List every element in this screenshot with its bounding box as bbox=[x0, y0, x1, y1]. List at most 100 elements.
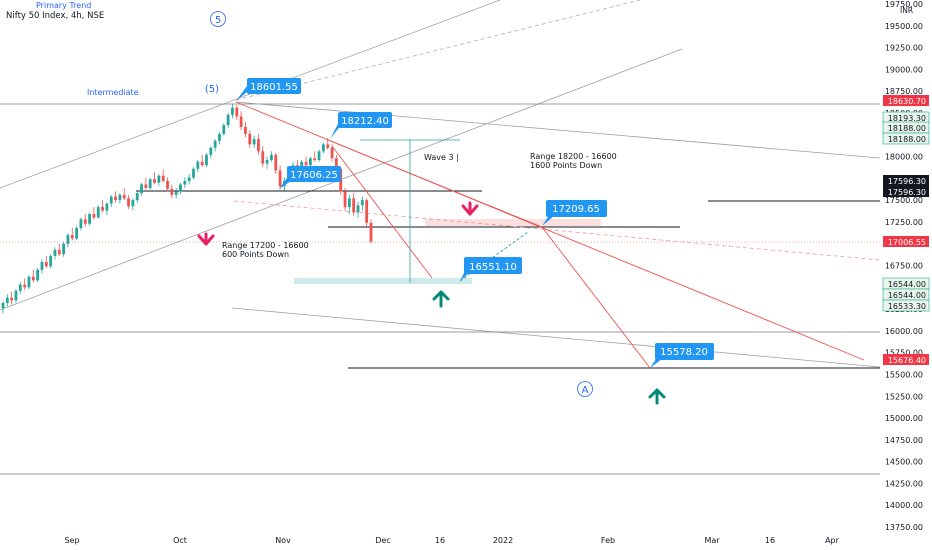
candle-body bbox=[356, 205, 360, 213]
candle-body bbox=[148, 179, 152, 188]
candle-body bbox=[352, 198, 356, 213]
currency-label: INR bbox=[900, 6, 914, 15]
axis-price-label-text: 15676.40 bbox=[888, 356, 926, 365]
svg-text:18212.40: 18212.40 bbox=[341, 116, 389, 127]
candle-body bbox=[40, 262, 44, 270]
axis-price-label-bg bbox=[882, 132, 930, 145]
axis-price-label-text: 18193.30 bbox=[888, 114, 926, 123]
candle-body bbox=[31, 276, 35, 281]
candle-body bbox=[101, 207, 104, 211]
candle-body bbox=[44, 262, 48, 267]
price-tick-label: 18750.00 bbox=[885, 87, 923, 96]
wave5-intermediate-label: (5) bbox=[205, 84, 219, 95]
axis-price-label: 15676.40 bbox=[883, 354, 929, 365]
candle-body bbox=[109, 196, 113, 204]
candle-body bbox=[270, 154, 273, 161]
candle-body bbox=[70, 234, 74, 239]
svg-text:17209.65: 17209.65 bbox=[552, 204, 600, 215]
candle-body bbox=[360, 200, 364, 206]
axis-price-label: 18193.30 bbox=[882, 111, 930, 124]
price-tick-label: 19250.00 bbox=[885, 44, 923, 53]
axis-price-label: 18188.00 bbox=[882, 121, 930, 134]
candle-body bbox=[127, 198, 130, 207]
price-tick-label: 17500.00 bbox=[885, 196, 923, 205]
candle-body bbox=[205, 154, 208, 166]
price-tick-label: 16000.00 bbox=[885, 327, 923, 336]
candle-body bbox=[166, 180, 169, 189]
candle-body bbox=[153, 179, 156, 183]
candle-body bbox=[343, 191, 347, 208]
candle-body bbox=[231, 107, 234, 115]
axis-price-label-text: 17596.30 bbox=[888, 177, 926, 186]
candle-body bbox=[308, 158, 312, 166]
symbol-title[interactable]: Nifty 50 Index, 4h, NSE bbox=[6, 11, 105, 21]
range1-line2: 1600 Points Down bbox=[530, 161, 602, 170]
candle-body bbox=[62, 243, 66, 255]
candle-body bbox=[321, 144, 325, 152]
price-tick-label: 14750.00 bbox=[885, 436, 923, 445]
candle-body bbox=[239, 116, 243, 127]
axis-price-label: 16533.30 bbox=[882, 299, 930, 312]
callout-17606: 17606.25 bbox=[279, 166, 341, 189]
red-arrow-to-16551 bbox=[331, 145, 433, 279]
axis-price-label: 16544.00 bbox=[882, 288, 930, 301]
range2-line1: Range 17200 - 16600 bbox=[222, 241, 309, 250]
price-tick-label: 18000.00 bbox=[885, 153, 923, 162]
time-tick-label: Dec bbox=[375, 536, 390, 545]
wave3-label: Wave 3 | bbox=[424, 153, 459, 162]
candle-body bbox=[88, 214, 91, 224]
time-tick-label: Nov bbox=[275, 536, 291, 545]
axis-price-label: 18188.00 bbox=[882, 132, 930, 145]
candle-body bbox=[1, 302, 5, 309]
candle-body bbox=[118, 194, 122, 201]
axis-price-label: 17596.30 bbox=[883, 175, 929, 186]
axis-price-label-bg bbox=[882, 299, 930, 312]
candle-body bbox=[347, 198, 351, 208]
candle-body bbox=[261, 151, 265, 164]
candle-body bbox=[96, 207, 100, 218]
red-trend-mid-line bbox=[327, 139, 543, 228]
candle-body bbox=[131, 200, 135, 207]
price-tick-label: 17250.00 bbox=[885, 218, 923, 227]
teal-up-arrow-icon bbox=[648, 388, 666, 405]
candle-body bbox=[235, 107, 239, 117]
axis-price-label-bg bbox=[883, 354, 929, 365]
candle-body bbox=[23, 284, 27, 288]
axis-price-label-bg bbox=[883, 175, 929, 186]
primary-trend-label: Primary Trend bbox=[36, 1, 92, 10]
candle-body bbox=[140, 184, 143, 194]
candle-body bbox=[209, 147, 213, 155]
pink-down-arrow-icon bbox=[461, 201, 479, 216]
time-tick-label: Feb bbox=[601, 536, 615, 545]
axis-price-label-bg bbox=[883, 95, 929, 106]
axis-price-label-text: 16544.00 bbox=[888, 280, 926, 289]
candle-body bbox=[265, 160, 269, 164]
candle-body bbox=[222, 125, 226, 134]
price-tick-label: 15750.00 bbox=[885, 349, 923, 358]
waveA-circle bbox=[577, 381, 593, 397]
axis-price-label: 17006.55 bbox=[883, 236, 929, 247]
candle-body bbox=[252, 139, 256, 145]
candle-body bbox=[300, 161, 304, 169]
time-tick-label: 2022 bbox=[493, 536, 513, 545]
time-tick-label: Sep bbox=[64, 536, 79, 545]
axis-price-label-text: 17596.30 bbox=[888, 188, 926, 197]
candle-body bbox=[57, 249, 61, 255]
axis-price-labels: 18630.7018193.3018188.0018188.0017596.30… bbox=[882, 95, 930, 365]
axis-price-label-text: 17006.55 bbox=[888, 238, 926, 247]
candle-body bbox=[218, 133, 221, 141]
axis-price-label: 18630.70 bbox=[883, 95, 929, 106]
axis-price-label-text: 18188.00 bbox=[888, 124, 926, 133]
dashed-projection-line bbox=[233, 200, 881, 261]
candle-body bbox=[5, 297, 9, 303]
candle-body bbox=[369, 222, 373, 242]
candle-body bbox=[213, 140, 217, 148]
axis-price-label-text: 16544.00 bbox=[888, 291, 926, 300]
candle-body bbox=[49, 255, 53, 267]
candle-body bbox=[326, 144, 330, 148]
price-tick-label: 15250.00 bbox=[885, 392, 923, 401]
candle-body bbox=[274, 154, 278, 171]
candle-body bbox=[161, 175, 165, 181]
candle-body bbox=[334, 158, 338, 169]
